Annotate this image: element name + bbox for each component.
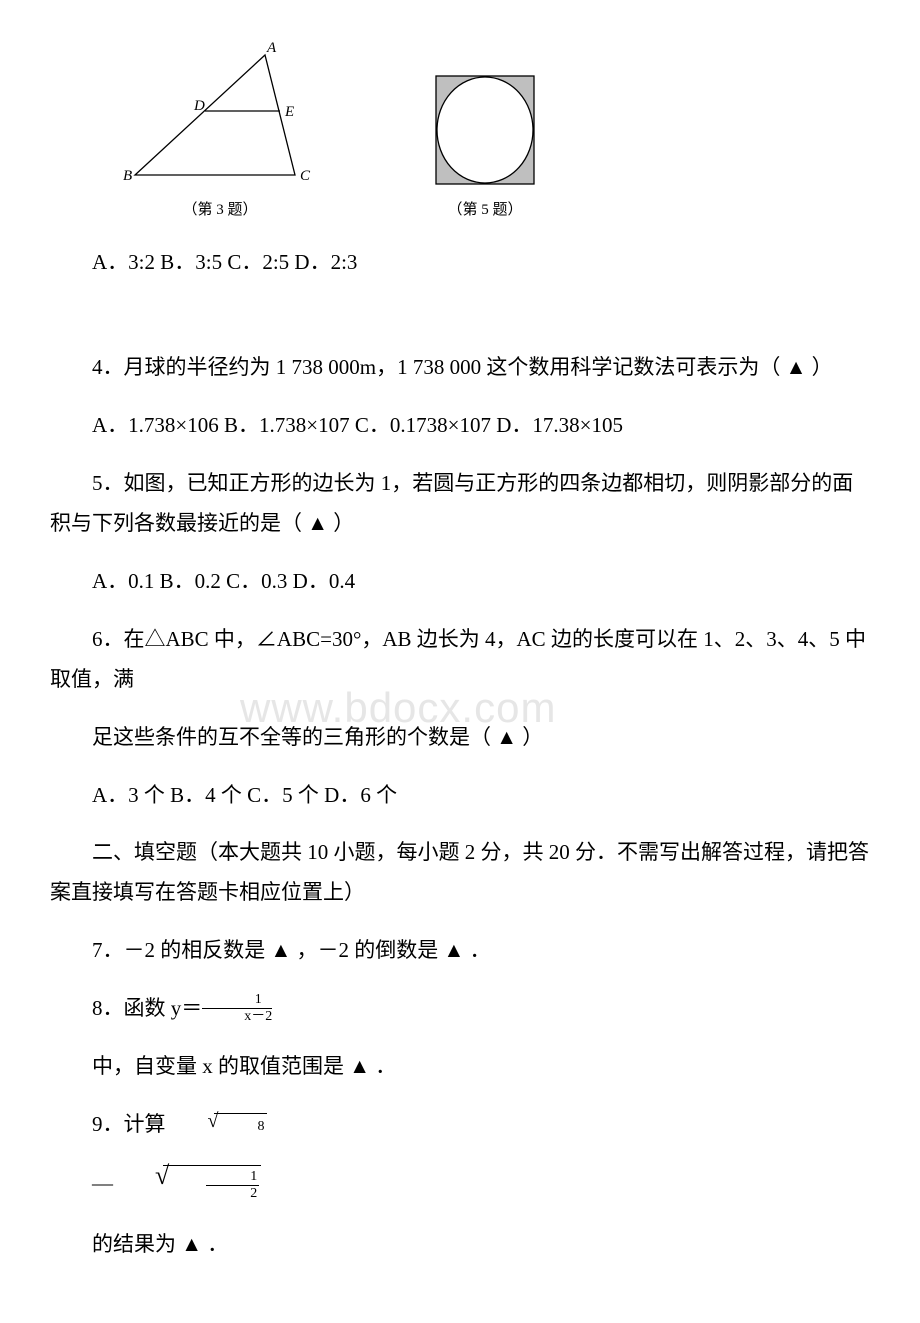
sqrt-8: √8 (166, 1111, 268, 1141)
figure-3: A B C D E （第 3 题） (120, 40, 320, 225)
sqrt-half: √12 (113, 1163, 261, 1207)
q4-stem: 4．月球的半径约为 1 738 000m，1 738 000 这个数用科学记数法… (50, 348, 870, 388)
sqrt-half-num: 1 (206, 1170, 259, 1186)
q5-options: A．0.1 B．0.2 C．0.3 D．0.4 (50, 562, 870, 602)
figures-row: A B C D E （第 3 题） （第 5 题） (120, 40, 870, 225)
radical-icon: √ (113, 1163, 169, 1189)
vertex-a: A (266, 40, 277, 56)
q4-options: A．1.738×106 B．1.738×107 C．0.1738×107 D．1… (50, 406, 870, 446)
vertex-d: D (193, 98, 205, 114)
vertex-e: E (284, 104, 294, 120)
figure-5-caption: （第 5 题） (447, 196, 522, 225)
triangle-diagram: A B C D E (120, 40, 320, 190)
q9-line2: —√12 (50, 1163, 870, 1207)
q8-line1: 8．函数 y＝1x－2 (50, 989, 870, 1029)
q9-prefix: 9．计算 (92, 1112, 166, 1136)
q9-line3: 的结果为 ▲ ． (50, 1225, 870, 1265)
figure-5: （第 5 题） (430, 70, 540, 225)
q8-prefix: 8．函数 y＝ (92, 996, 202, 1020)
q8-frac-num: 1 (202, 993, 272, 1009)
q8-frac-den: x－2 (202, 1009, 272, 1024)
q6-options: A．3 个 B．4 个 C．5 个 D．6 个 (50, 776, 870, 816)
section2-title: 二、填空题（本大题共 10 小题，每小题 2 分，共 20 分．不需写出解答过程… (50, 833, 870, 913)
q6-stem-line2: 足这些条件的互不全等的三角形的个数是（ ▲ ） (50, 718, 870, 758)
radical-icon: √ (166, 1111, 219, 1131)
q9-op: — (92, 1171, 113, 1195)
square-circle-diagram (430, 70, 540, 190)
sqrt-8-radicand: 8 (214, 1113, 267, 1141)
q8-fraction: 1x－2 (202, 993, 272, 1024)
vertex-c: C (300, 168, 311, 184)
sqrt-half-den: 2 (206, 1186, 259, 1201)
q8-line2: 中，自变量 x 的取值范围是 ▲ ． (50, 1047, 870, 1087)
q9-line1: 9．计算√8 (50, 1105, 870, 1145)
sqrt-half-radicand: 12 (163, 1165, 261, 1207)
vertex-b: B (123, 168, 132, 184)
figure-3-caption: （第 3 题） (182, 196, 257, 225)
q3-options: A．3:2 B．3:5 C．2:5 D．2:3 (50, 243, 870, 283)
q6-stem-line1: 6．在△ABC 中，∠ABC=30°，AB 边长为 4，AC 边的长度可以在 1… (50, 620, 870, 700)
q5-stem: 5．如图，已知正方形的边长为 1，若圆与正方形的四条边都相切，则阴影部分的面积与… (50, 464, 870, 544)
q7-text: 7．－2 的相反数是 ▲ ，－2 的倒数是 ▲ ． (50, 931, 870, 971)
